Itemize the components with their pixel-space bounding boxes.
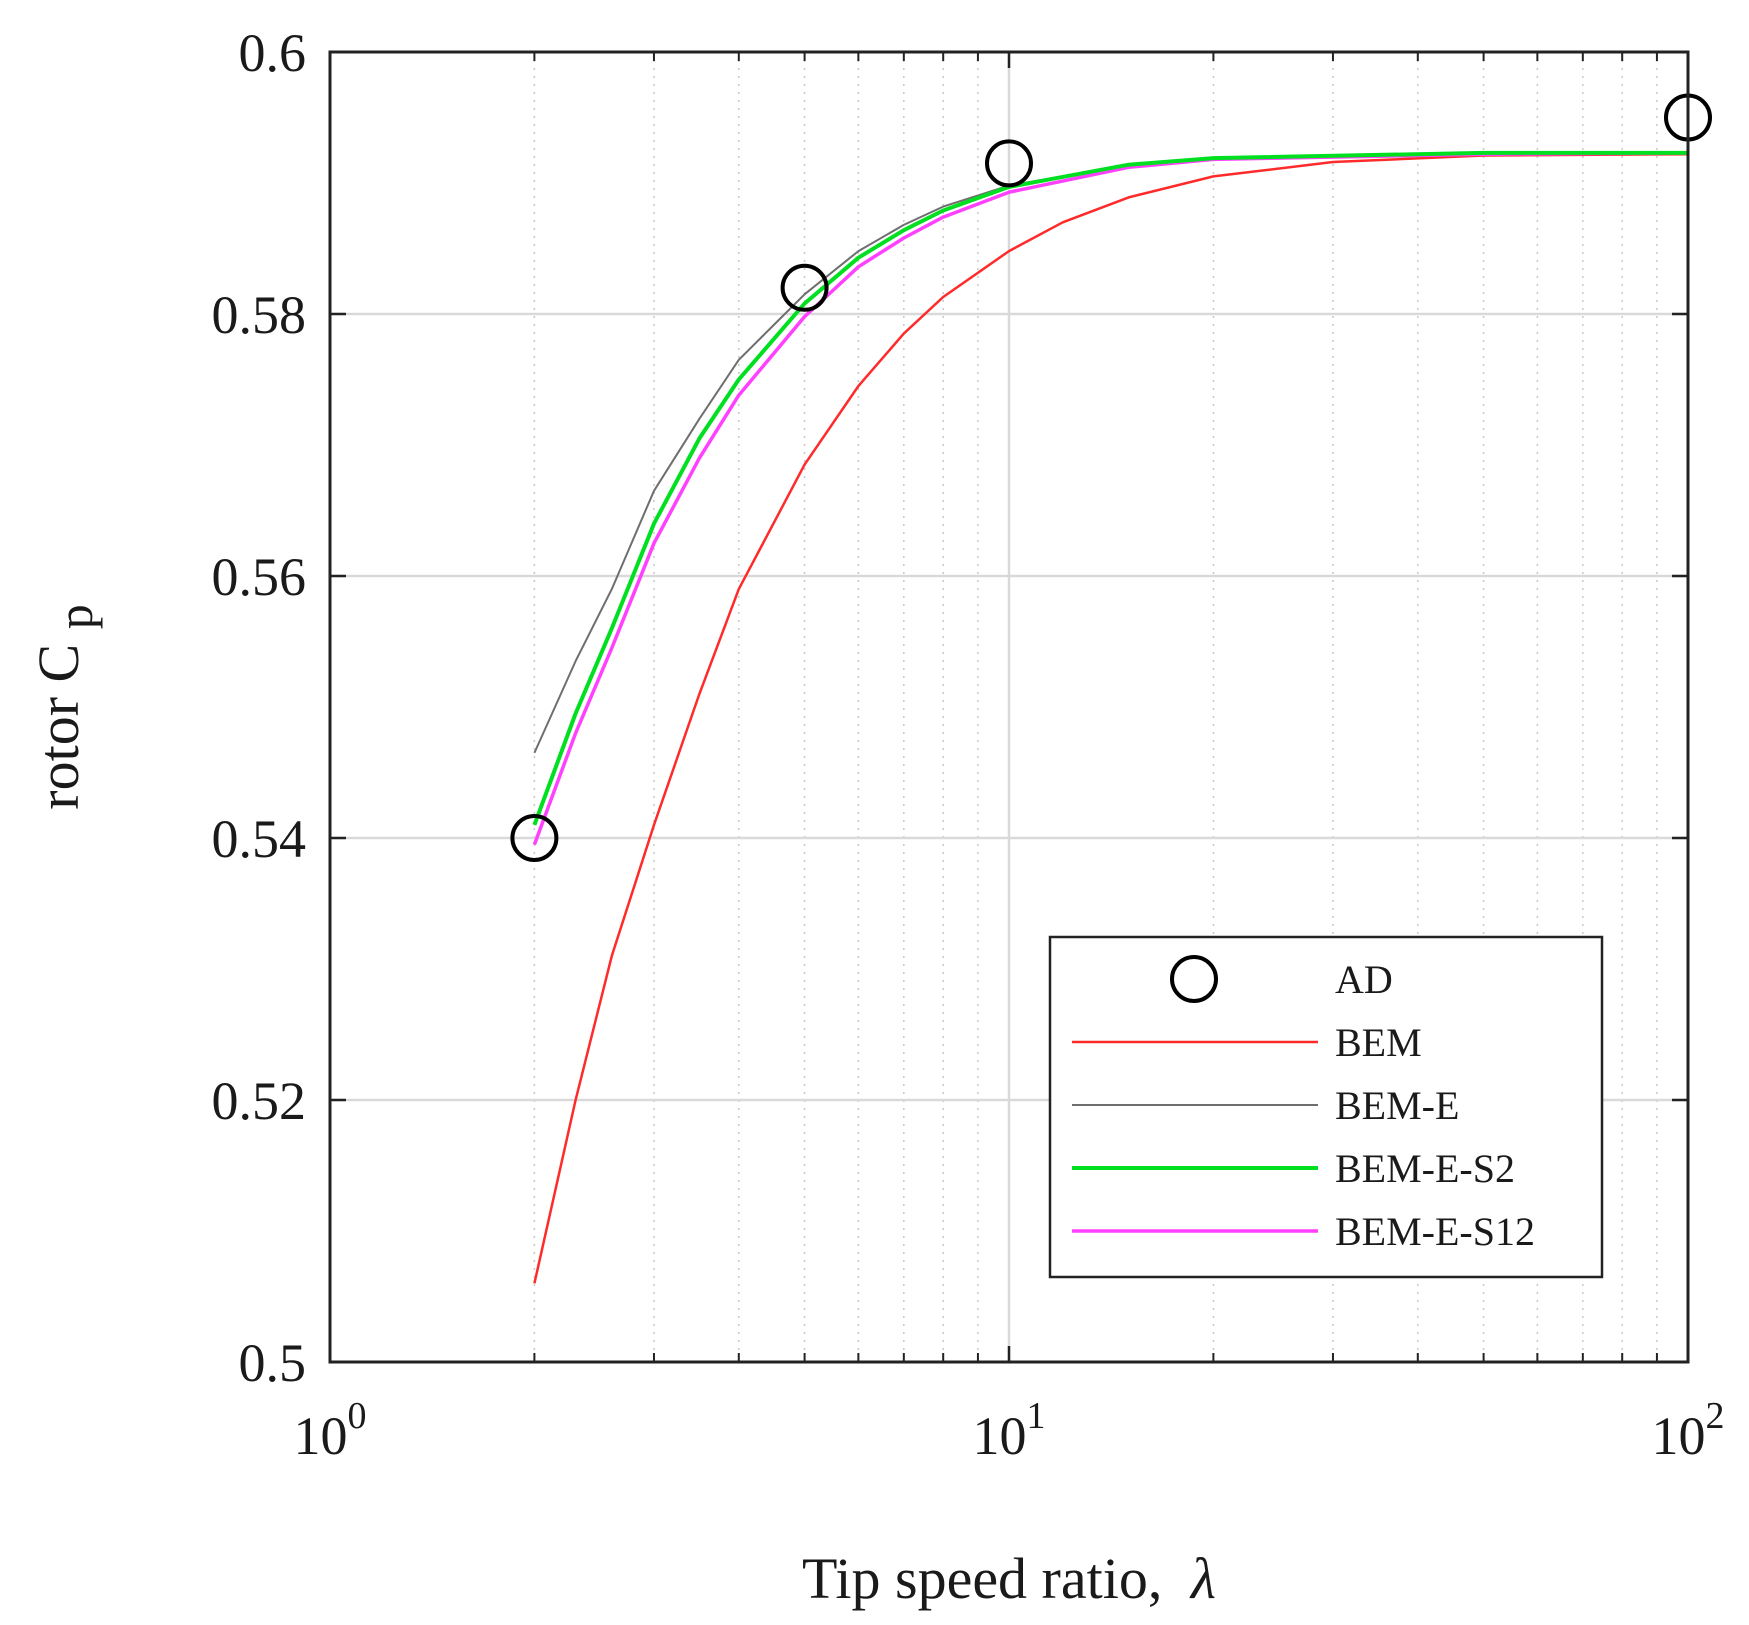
series-line-bem-e-s2 xyxy=(532,150,1688,826)
y-tick-label: 0.58 xyxy=(212,285,307,345)
y-tick-label: 0.5 xyxy=(239,1333,307,1393)
x-tick-label: 102 xyxy=(1652,1395,1725,1466)
series-marker-ad xyxy=(780,263,829,312)
y-tick-label: 0.52 xyxy=(212,1071,307,1131)
legend-box xyxy=(1048,935,1604,1279)
legend-marker-ad xyxy=(1170,955,1218,1003)
y-axis-label-text: rotor C xyxy=(26,644,91,810)
y-axis-label: rotor C p xyxy=(26,604,103,809)
legend: AD BEM BEM-E BEM-E-S2 BEM-E-S12 xyxy=(1048,935,1604,1279)
legend-label-bem: BEM xyxy=(1335,1020,1422,1065)
legend-label-bem-e: BEM-E xyxy=(1335,1083,1459,1128)
x-tick-label: 101 xyxy=(973,1395,1046,1466)
y-axis-label-subscript: p xyxy=(47,604,103,629)
lambda-symbol: λ xyxy=(1189,1546,1216,1611)
legend-label-ad: AD xyxy=(1335,957,1393,1002)
legend-label-bem-e-s12: BEM-E-S12 xyxy=(1335,1209,1535,1254)
y-tick-label: 0.56 xyxy=(212,547,307,607)
series-layer xyxy=(510,93,1712,1284)
y-tick-label: 0.54 xyxy=(212,809,307,869)
series-marker-ad xyxy=(985,139,1033,188)
y-tick-label: 0.6 xyxy=(239,23,307,83)
x-axis-label-text: Tip speed ratio, xyxy=(802,1546,1162,1611)
legend-label-bem-e-s2: BEM-E-S2 xyxy=(1335,1146,1515,1191)
series-line-bem xyxy=(533,152,1689,1284)
x-axis-label: Tip speed ratio, λ xyxy=(802,1546,1216,1611)
x-tick-label: 100 xyxy=(294,1395,367,1466)
ticks: 100 101 102 0.5 0.52 0.54 0.56 0.58 0.6 xyxy=(212,23,1725,1466)
series-marker-ad xyxy=(510,814,559,862)
